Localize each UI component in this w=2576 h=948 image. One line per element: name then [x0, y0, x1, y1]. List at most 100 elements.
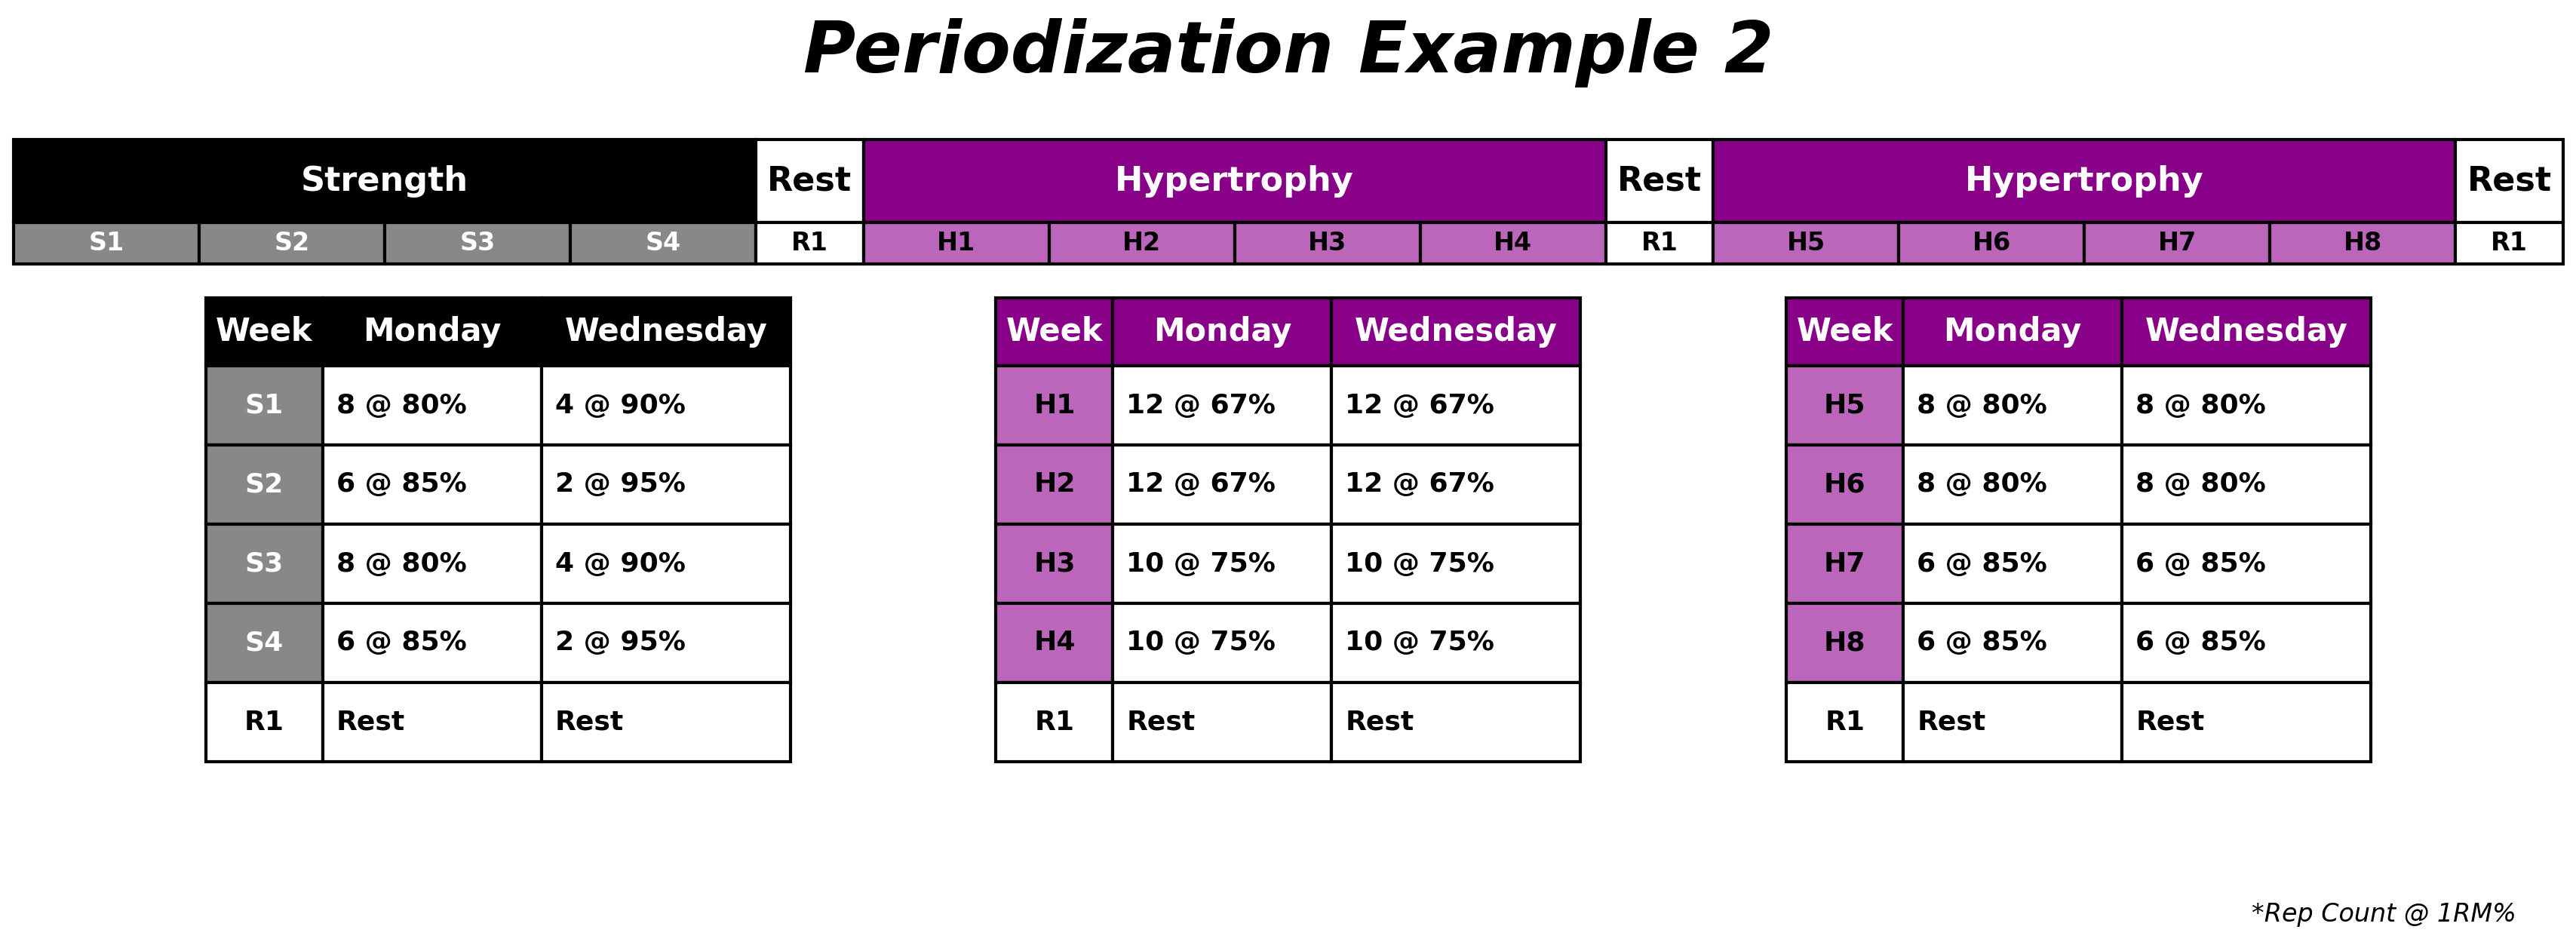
Bar: [1113, 603, 1332, 683]
Bar: [322, 603, 541, 683]
Text: 6 @ 85%: 6 @ 85%: [335, 630, 466, 656]
Text: 4 @ 90%: 4 @ 90%: [554, 551, 685, 576]
Text: H4: H4: [1494, 230, 1533, 256]
Bar: [541, 683, 791, 762]
Bar: [863, 139, 1605, 223]
Bar: [1904, 683, 2123, 762]
Text: 12 @ 67%: 12 @ 67%: [1126, 392, 1275, 418]
Text: 6 @ 85%: 6 @ 85%: [1917, 551, 2045, 576]
Text: H1: H1: [938, 230, 976, 256]
Text: Rest: Rest: [2465, 165, 2550, 197]
Bar: [1234, 223, 1419, 264]
Bar: [997, 298, 1113, 366]
Text: Monday: Monday: [1154, 316, 1291, 348]
Text: H2: H2: [1033, 472, 1074, 498]
Bar: [569, 223, 755, 264]
Bar: [541, 603, 791, 683]
Text: H3: H3: [1033, 551, 1074, 576]
Text: Rest: Rest: [1618, 165, 1700, 197]
Text: H3: H3: [1309, 230, 1347, 256]
Bar: [1113, 683, 1332, 762]
Bar: [1785, 683, 1904, 762]
Bar: [1605, 139, 1713, 223]
Bar: [2455, 139, 2563, 223]
Bar: [755, 139, 863, 223]
Text: S3: S3: [245, 551, 283, 576]
Text: 6 @ 85%: 6 @ 85%: [1917, 630, 2045, 656]
Bar: [1332, 603, 1579, 683]
Text: R1: R1: [245, 709, 283, 735]
Text: R1: R1: [1824, 709, 1865, 735]
Text: 6 @ 85%: 6 @ 85%: [2136, 630, 2264, 656]
Bar: [1904, 366, 2123, 445]
Bar: [322, 298, 541, 366]
Bar: [13, 139, 755, 223]
Bar: [206, 298, 322, 366]
Bar: [206, 524, 322, 603]
Text: 6 @ 85%: 6 @ 85%: [2136, 551, 2264, 576]
Bar: [863, 223, 1048, 264]
Text: S2: S2: [245, 472, 283, 498]
Bar: [1785, 298, 1904, 366]
Text: 12 @ 67%: 12 @ 67%: [1345, 472, 1494, 498]
Bar: [1904, 603, 2123, 683]
Text: 8 @ 80%: 8 @ 80%: [335, 392, 466, 418]
Bar: [2123, 683, 2370, 762]
Bar: [13, 223, 198, 264]
Bar: [541, 445, 791, 524]
Bar: [1713, 223, 1899, 264]
Text: Rest: Rest: [1345, 709, 1414, 735]
Text: Rest: Rest: [2136, 709, 2205, 735]
Text: S1: S1: [245, 392, 283, 418]
Bar: [1713, 139, 2455, 223]
Bar: [1113, 298, 1332, 366]
Text: 2 @ 95%: 2 @ 95%: [554, 472, 685, 498]
Bar: [2084, 223, 2269, 264]
Text: 2 @ 95%: 2 @ 95%: [554, 630, 685, 656]
Bar: [997, 683, 1113, 762]
Bar: [322, 524, 541, 603]
Bar: [2123, 298, 2370, 366]
Bar: [1785, 445, 1904, 524]
Text: H2: H2: [1123, 230, 1162, 256]
Bar: [322, 683, 541, 762]
Text: H6: H6: [1824, 472, 1865, 498]
Text: H5: H5: [1824, 392, 1865, 418]
Bar: [997, 445, 1113, 524]
Text: 10 @ 75%: 10 @ 75%: [1126, 630, 1275, 656]
Bar: [322, 366, 541, 445]
Text: 10 @ 75%: 10 @ 75%: [1345, 551, 1494, 576]
Bar: [322, 445, 541, 524]
Text: H7: H7: [1824, 551, 1865, 576]
Bar: [1785, 524, 1904, 603]
Text: Week: Week: [1795, 316, 1893, 348]
Text: Monday: Monday: [1942, 316, 2081, 348]
Text: H1: H1: [1033, 392, 1074, 418]
Text: R1: R1: [2491, 230, 2527, 256]
Text: Rest: Rest: [768, 165, 853, 197]
Text: 8 @ 80%: 8 @ 80%: [1917, 472, 2045, 498]
Bar: [206, 445, 322, 524]
Text: H7: H7: [2156, 230, 2195, 256]
Text: Rest: Rest: [1917, 709, 1986, 735]
Text: 12 @ 67%: 12 @ 67%: [1126, 472, 1275, 498]
Text: Wednesday: Wednesday: [564, 316, 768, 348]
Text: H8: H8: [2342, 230, 2380, 256]
Bar: [1904, 298, 2123, 366]
Text: Hypertrophy: Hypertrophy: [1115, 165, 1352, 197]
Text: H6: H6: [1971, 230, 2009, 256]
Text: H5: H5: [1785, 230, 1824, 256]
Text: S1: S1: [88, 230, 124, 256]
Bar: [1605, 223, 1713, 264]
Bar: [755, 223, 863, 264]
Bar: [2123, 366, 2370, 445]
Text: Wednesday: Wednesday: [1355, 316, 1556, 348]
Text: Week: Week: [216, 316, 312, 348]
Text: H8: H8: [1824, 630, 1865, 656]
Bar: [1785, 366, 1904, 445]
Bar: [2123, 603, 2370, 683]
Bar: [384, 223, 569, 264]
Bar: [2455, 223, 2563, 264]
Text: 8 @ 80%: 8 @ 80%: [335, 551, 466, 576]
Bar: [206, 603, 322, 683]
